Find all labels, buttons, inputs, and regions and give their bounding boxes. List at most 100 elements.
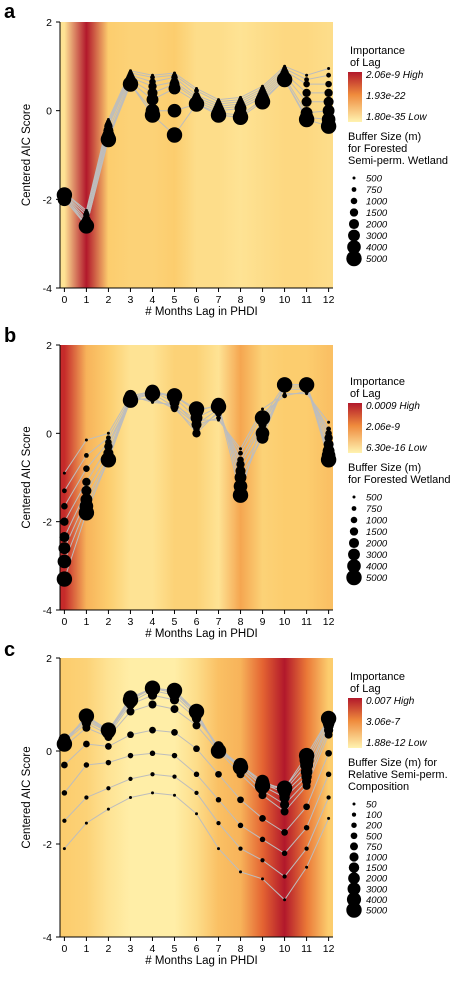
x-tick-label: 2 xyxy=(106,294,112,306)
x-tick-label: 9 xyxy=(260,294,266,306)
importance-legend-label: 3.06e-7 xyxy=(366,717,400,728)
data-point-500 xyxy=(303,803,310,811)
data-point-200 xyxy=(237,822,244,829)
buffer-legend-label: 4000 xyxy=(366,895,388,906)
buffer-legend-label: 4000 xyxy=(366,562,388,573)
data-point-750 xyxy=(282,393,287,399)
panel-letter: a xyxy=(4,1,16,23)
buffer-legend-key xyxy=(346,902,362,918)
x-tick-label: 6 xyxy=(194,616,200,628)
data-point-2000 xyxy=(59,532,70,543)
data-point-100 xyxy=(62,818,67,823)
data-point-5000 xyxy=(210,399,227,415)
data-point-5000 xyxy=(100,722,117,738)
x-tick-label: 5 xyxy=(172,943,178,955)
data-point-200 xyxy=(61,790,68,796)
data-point-5000 xyxy=(188,96,205,112)
x-tick-label: 3 xyxy=(128,943,134,955)
importance-legend-label: 0.0009 High xyxy=(366,401,420,412)
data-point-5000 xyxy=(276,780,293,796)
data-point-5000 xyxy=(100,452,117,468)
buffer-legend-key xyxy=(351,187,357,192)
importance-legend-label: 1.88e-12 Low xyxy=(366,738,427,749)
x-tick-label: 1 xyxy=(83,616,89,628)
x-tick-label: 8 xyxy=(238,943,244,955)
x-axis-label: # Months Lag in PHDI xyxy=(145,955,258,967)
data-point-5000 xyxy=(188,401,205,417)
buffer-legend-key xyxy=(349,208,359,217)
data-point-3000 xyxy=(168,82,181,95)
data-point-750 xyxy=(126,707,135,716)
buffer-legend-key xyxy=(349,852,359,862)
y-tick-label: -4 xyxy=(43,605,52,617)
data-point-5000 xyxy=(254,410,271,426)
data-point-1500 xyxy=(324,88,333,98)
data-point-1000 xyxy=(303,80,310,88)
data-point-500 xyxy=(281,829,288,836)
x-tick-label: 10 xyxy=(279,616,291,628)
importance-colorbar xyxy=(348,403,362,453)
data-point-200 xyxy=(281,850,288,857)
data-point-5000 xyxy=(144,385,161,402)
x-axis-label: # Months Lag in PHDI xyxy=(145,306,258,318)
data-point-500 xyxy=(261,407,264,411)
y-tick-label: -2 xyxy=(43,194,52,206)
data-point-5000 xyxy=(122,692,139,708)
data-point-1000 xyxy=(325,80,332,88)
importance-legend-title: Importance of Lag xyxy=(350,376,405,400)
x-tick-label: 10 xyxy=(279,943,291,955)
buffer-legend-label: 50 xyxy=(366,800,377,811)
y-tick-label: -2 xyxy=(43,839,52,851)
data-point-750 xyxy=(194,88,199,94)
x-tick-label: 6 xyxy=(194,943,200,955)
data-point-500 xyxy=(84,438,88,442)
buffer-legend-label: 750 xyxy=(366,842,383,853)
data-point-500 xyxy=(149,726,156,734)
buffer-legend-key xyxy=(350,832,358,840)
x-tick-label: 2 xyxy=(106,943,112,955)
data-point-100 xyxy=(304,846,309,851)
importance-legend-title: Importance of Lag xyxy=(350,45,405,69)
buffer-legend-key xyxy=(347,882,361,896)
data-point-500 xyxy=(237,796,244,804)
data-point-5000 xyxy=(210,107,227,123)
buffer-legend-key xyxy=(348,537,360,549)
data-point-500 xyxy=(106,431,110,435)
data-point-5000 xyxy=(232,109,249,126)
data-point-5000 xyxy=(56,736,73,752)
x-tick-label: 4 xyxy=(150,616,156,628)
data-point-50 xyxy=(217,847,220,851)
data-point-500 xyxy=(327,67,331,70)
data-point-100 xyxy=(282,874,287,879)
data-point-750 xyxy=(326,72,331,78)
buffer-legend-label: 1500 xyxy=(366,863,388,874)
buffer-legend-key xyxy=(347,559,361,573)
buffer-legend-key xyxy=(352,802,356,806)
buffer-legend-label: 4000 xyxy=(366,243,388,254)
buffer-legend-key xyxy=(348,862,360,873)
y-axis-label: Centered AIC Score xyxy=(21,104,33,206)
x-tick-label: 8 xyxy=(238,616,244,628)
data-point-50 xyxy=(84,821,88,825)
data-point-50 xyxy=(305,865,309,869)
buffer-legend-label: 200 xyxy=(365,821,383,832)
data-point-750 xyxy=(84,453,89,458)
x-tick-label: 5 xyxy=(172,294,178,306)
buffer-legend-label: 2000 xyxy=(365,874,388,885)
data-point-100 xyxy=(84,795,89,800)
x-tick-label: 7 xyxy=(216,943,222,955)
y-tick-label: 2 xyxy=(46,653,52,665)
importance-legend-label: 2.06e-9 High xyxy=(365,70,424,81)
data-point-50 xyxy=(327,816,331,820)
buffer-legend-key xyxy=(351,506,357,511)
x-tick-label: 10 xyxy=(279,294,291,306)
data-point-200 xyxy=(325,771,332,778)
buffer-legend-label: 500 xyxy=(366,493,383,504)
x-tick-label: 11 xyxy=(301,943,312,955)
buffer-legend-label: 750 xyxy=(366,504,383,515)
y-tick-label: -4 xyxy=(43,932,52,944)
y-tick-label: 0 xyxy=(46,106,52,118)
x-tick-label: 7 xyxy=(216,616,222,628)
